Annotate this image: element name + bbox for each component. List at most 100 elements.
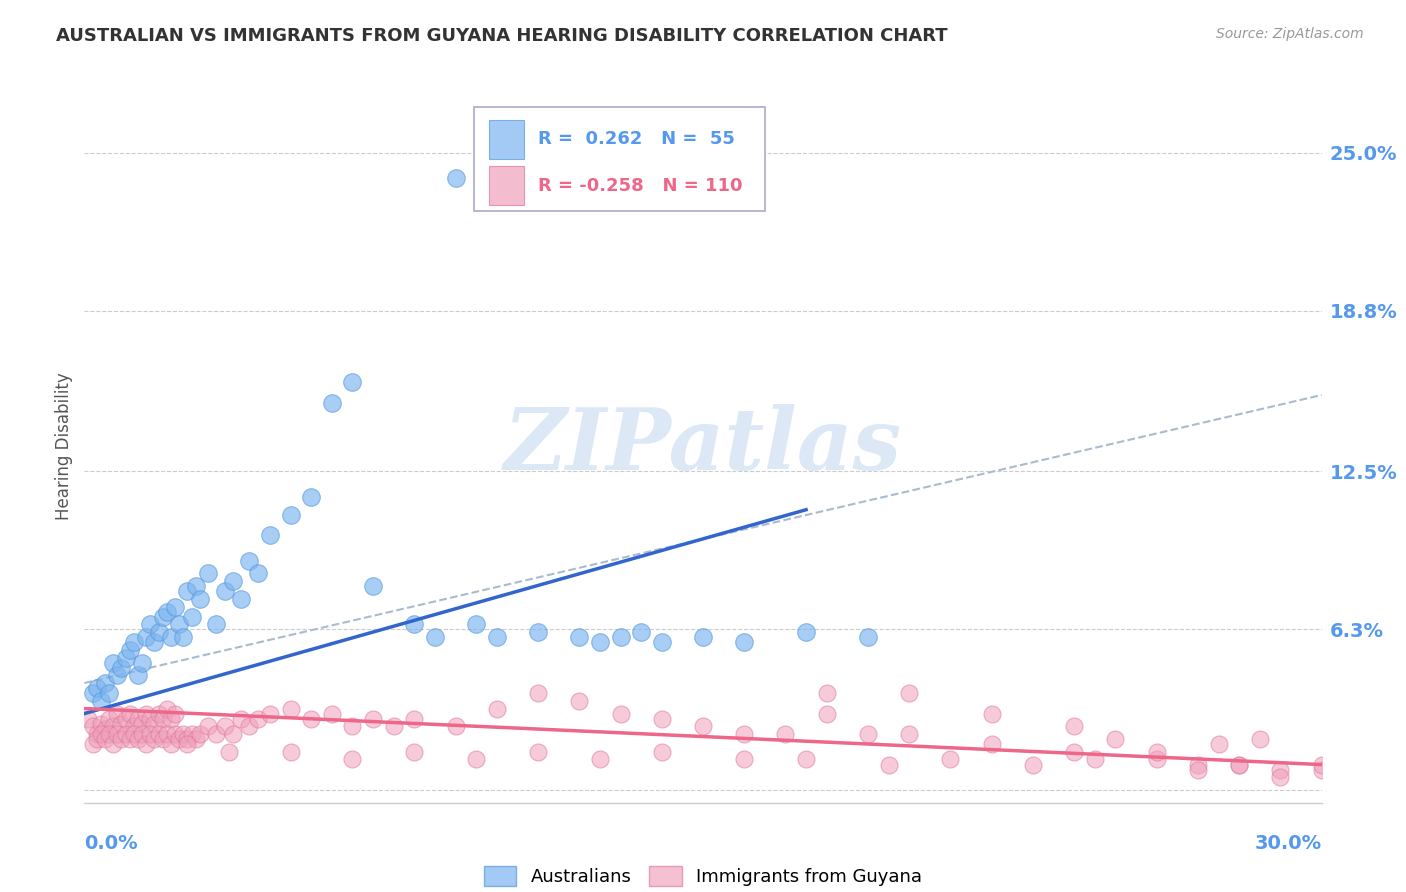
Point [94,722,117,736]
Point [794,752,817,766]
Point [160,737,183,751]
Point [188,727,211,741]
Point [1249,732,1271,747]
Point [176,732,198,747]
Point [156,727,179,741]
Point [856,727,879,741]
Point [527,745,550,759]
Point [246,566,269,581]
Point [1146,752,1168,766]
Point [259,528,281,542]
Point [131,656,153,670]
Point [127,712,149,726]
Point [775,727,797,741]
Point [568,694,591,708]
Point [214,584,236,599]
Point [1104,732,1126,747]
Point [110,716,132,731]
Point [423,630,446,644]
Point [321,706,343,721]
Point [361,579,384,593]
Point [143,732,166,747]
FancyBboxPatch shape [489,166,523,205]
Point [651,712,673,726]
Point [229,591,252,606]
Text: AUSTRALIAN VS IMMIGRANTS FROM GUYANA HEARING DISABILITY CORRELATION CHART: AUSTRALIAN VS IMMIGRANTS FROM GUYANA HEA… [56,27,948,45]
Point [98,712,121,726]
Point [135,630,157,644]
Point [238,719,260,733]
Point [444,171,467,186]
Point [280,701,302,715]
Point [280,508,302,522]
Point [86,727,108,741]
Point [1187,763,1209,777]
Point [143,716,166,731]
Point [1270,763,1292,777]
Point [815,706,838,721]
Point [485,630,508,644]
Point [382,719,405,733]
Point [589,635,612,649]
Point [205,727,228,741]
Point [86,681,108,695]
Point [184,732,207,747]
Point [321,395,343,409]
Point [733,727,755,741]
Point [122,719,145,733]
Point [86,732,108,747]
Point [1063,745,1085,759]
Point [939,752,962,766]
Point [733,635,755,649]
Point [110,732,132,747]
Point [105,668,128,682]
Point [131,727,153,741]
Point [692,630,714,644]
Point [127,668,149,682]
Point [630,625,652,640]
Point [609,630,631,644]
Point [1208,737,1230,751]
Point [152,609,174,624]
Point [238,554,260,568]
FancyBboxPatch shape [489,120,523,159]
Point [90,716,112,731]
Point [299,490,322,504]
Point [184,579,207,593]
Point [568,630,591,644]
Point [527,625,550,640]
Text: R = -0.258   N = 110: R = -0.258 N = 110 [538,177,742,194]
Point [176,584,198,599]
Point [77,712,100,726]
Point [877,757,900,772]
Point [148,706,170,721]
Text: ZIPatlas: ZIPatlas [503,404,903,488]
Point [105,727,128,741]
Point [527,686,550,700]
Point [1310,757,1333,772]
Point [361,712,384,726]
Text: Source: ZipAtlas.com: Source: ZipAtlas.com [1216,27,1364,41]
Point [152,712,174,726]
Point [176,737,198,751]
Point [167,617,190,632]
Point [404,712,426,726]
Point [1270,770,1292,784]
Point [180,609,202,624]
Point [139,617,162,632]
Legend: Australians, Immigrants from Guyana: Australians, Immigrants from Guyana [477,858,929,892]
Point [172,630,194,644]
Point [82,719,104,733]
Point [589,752,612,766]
Point [167,732,190,747]
Point [1146,745,1168,759]
Point [342,376,364,390]
Point [222,727,245,741]
Point [1187,757,1209,772]
Point [280,745,302,759]
Point [122,727,145,741]
Point [1022,757,1045,772]
Point [980,706,1002,721]
Point [733,752,755,766]
Point [465,617,488,632]
